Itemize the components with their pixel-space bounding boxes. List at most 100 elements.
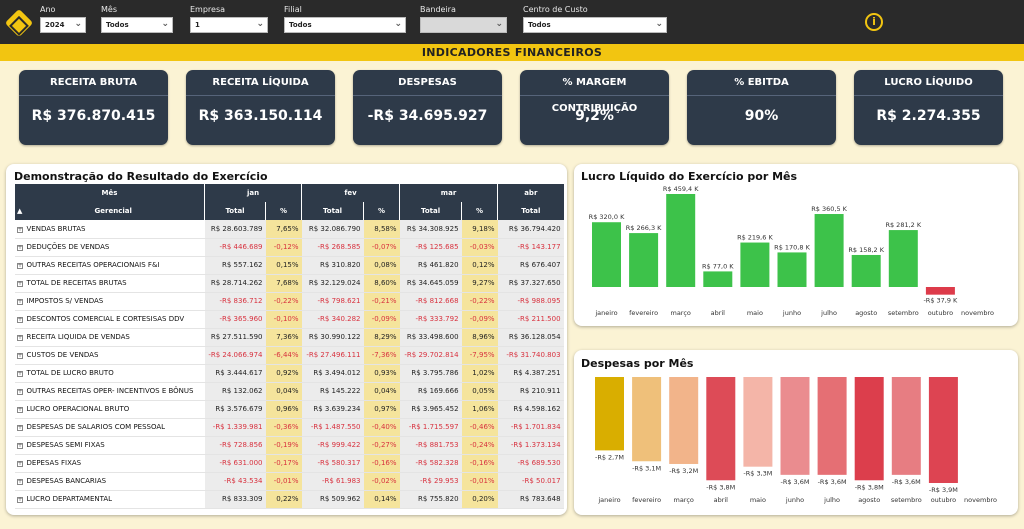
expand-icon[interactable]: + [16,334,23,341]
expand-icon[interactable]: + [16,280,23,287]
filter-filial[interactable]: Filial Todos ⌄ [284,5,406,33]
table-row[interactable]: + CUSTOS DE VENDAS -R$ 24.066.974 -6,44% -R$… [14,346,564,365]
col-pct[interactable]: % [264,202,302,220]
filter-ano[interactable]: Ano 2024 ⌄ [40,5,86,33]
table-row[interactable]: + TOTAL DE RECEITAS BRUTAS R$ 28.714.262 7,… [14,274,564,293]
expand-icon[interactable]: + [16,352,23,359]
table-row[interactable]: + TOTAL DE LUCRO BRUTO R$ 3.444.617 0,92% R$… [14,364,564,383]
table-row[interactable]: + DEPESAS FIXAS -R$ 631.000 -0,17% -R$ 580.3… [14,454,564,473]
filter-mes[interactable]: Mês Todos ⌄ [101,5,173,33]
filter-select[interactable]: 2024 ⌄ [40,17,86,33]
bar[interactable] [891,377,921,475]
filter-select[interactable]: Todos ⌄ [523,17,667,33]
table-cell: -0,09% [461,310,498,329]
expand-icon[interactable]: + [16,225,23,233]
bar[interactable] [706,377,736,481]
table-row[interactable]: + DESCONTOS COMERCIAL E CORTESISAS DDV -R$… [14,310,564,329]
bar[interactable] [740,242,770,287]
month-header[interactable]: jan [203,184,302,202]
info-icon[interactable]: i [865,13,883,31]
row-label[interactable]: + RECEITA LIQUIDA DE VENDAS [14,328,205,347]
filter-empresa[interactable]: Empresa 1 ⌄ [190,5,268,33]
tick-label: março [670,309,690,317]
bar[interactable] [780,377,810,475]
table-row[interactable]: + LUCRO OPERACIONAL BRUTO R$ 3.576.679 0,96… [14,400,564,419]
bar[interactable] [666,194,696,287]
bar[interactable] [777,252,807,287]
row-label[interactable]: + OUTRAS RECEITAS OPERACIONAIS F&I [14,256,205,275]
filter-bandeira[interactable]: Bandeira ⌄ [420,5,507,33]
row-label[interactable]: + DEPESAS FIXAS [14,454,205,473]
col-total[interactable]: Total [399,202,462,220]
filter-select[interactable]: Todos ⌄ [284,17,406,33]
bar[interactable] [629,233,659,287]
table-cell: R$ 509.962 [301,490,364,509]
row-label[interactable]: + LUCRO DEPARTAMENTAL [14,490,205,509]
header-gerencial[interactable]: ▲ Gerencial [14,202,205,220]
row-label[interactable]: + DESCONTOS COMERCIAL E CORTESISAS DDV [14,310,205,329]
filter-select[interactable]: ⌄ [420,17,507,33]
expand-icon[interactable]: + [16,424,23,431]
table-row[interactable]: + VENDAS BRUTAS R$ 28.603.789 7,65% R$ 32.08… [14,220,564,239]
month-header[interactable]: fev [301,184,400,202]
col-total[interactable]: Total [497,202,564,220]
expand-icon[interactable]: + [16,460,23,467]
bar[interactable] [743,377,773,467]
expand-icon[interactable]: + [16,388,23,395]
table-cell: -0,07% [363,238,400,257]
sort-up-icon[interactable]: ▲ [17,207,23,215]
table-row[interactable]: + IMPOSTOS S/ VENDAS -R$ 836.712 -0,22% -R$ … [14,292,564,311]
table-row[interactable]: + LUCRO DEPARTAMENTAL R$ 833.309 0,22% R$ 50… [14,490,564,509]
row-label[interactable]: + OUTRAS RECEITAS OPER- INCENTIVOS E BÔNU… [14,382,205,401]
bar[interactable] [928,377,958,483]
row-label[interactable]: + DESPESAS SEMI FIXAS [14,436,205,455]
table-row[interactable]: + DEDUÇÕES DE VENDAS -R$ 446.689 -0,12% -R$ … [14,238,564,257]
bar[interactable] [632,377,662,462]
bar[interactable] [592,222,621,287]
row-label[interactable]: + DEDUÇÕES DE VENDAS [14,238,205,257]
col-total[interactable]: Total [204,202,266,220]
month-header[interactable]: mar [399,184,498,202]
table-cell: 8,96% [461,328,498,347]
row-label[interactable]: + CUSTOS DE VENDAS [14,346,205,365]
bar[interactable] [925,287,955,295]
bar[interactable] [703,271,733,287]
expand-icon[interactable]: + [16,442,23,449]
bar[interactable] [888,230,918,287]
expand-icon[interactable]: + [16,244,23,251]
expand-icon[interactable]: + [16,406,23,413]
row-label[interactable]: + DESPESAS BANCARIAS [14,472,205,491]
table-row[interactable]: + DESPESAS DE SALARIOS COM PESSOAL -R$ 1.3… [14,418,564,437]
filter-select[interactable]: 1 ⌄ [190,17,268,33]
bar[interactable] [595,377,624,451]
expand-icon[interactable]: + [16,262,23,269]
table-row[interactable]: + DESPESAS BANCARIAS -R$ 43.534 -0,01% -R$ 6… [14,472,564,491]
table-row[interactable]: + DESPESAS SEMI FIXAS -R$ 728.856 -0,19% -R$… [14,436,564,455]
bar[interactable] [854,377,884,481]
filter-select[interactable]: Todos ⌄ [101,17,173,33]
col-total[interactable]: Total [301,202,364,220]
filter-centro-custo[interactable]: Centro de Custo Todos ⌄ [523,5,667,33]
row-label[interactable]: + LUCRO OPERACIONAL BRUTO [14,400,205,419]
expand-icon[interactable]: + [16,370,23,377]
table-row[interactable]: + OUTRAS RECEITAS OPER- INCENTIVOS E BÔNU… [14,382,564,401]
col-pct[interactable]: % [363,202,400,220]
expand-icon[interactable]: + [16,478,23,485]
bar[interactable] [851,254,881,287]
expand-icon[interactable]: + [16,316,23,323]
row-label[interactable]: + TOTAL DE LUCRO BRUTO [14,364,205,383]
table-row[interactable]: + RECEITA LIQUIDA DE VENDAS R$ 27.511.590 7… [14,328,564,347]
bar[interactable] [814,214,844,287]
row-label[interactable]: + DESPESAS DE SALARIOS COM PESSOAL [14,418,205,437]
bar[interactable] [817,377,847,475]
month-header[interactable]: abr [497,184,564,202]
table-row[interactable]: + OUTRAS RECEITAS OPERACIONAIS F&I R$ 557.… [14,256,564,275]
expand-icon[interactable]: + [16,496,23,503]
row-label[interactable]: + IMPOSTOS S/ VENDAS [14,292,205,311]
table-cell: R$ 3.965.452 [399,400,462,419]
row-label[interactable]: + VENDAS BRUTAS [14,220,205,239]
col-pct[interactable]: % [461,202,498,220]
expand-icon[interactable]: + [16,298,23,305]
bar[interactable] [669,377,699,464]
row-label[interactable]: + TOTAL DE RECEITAS BRUTAS [14,274,205,293]
